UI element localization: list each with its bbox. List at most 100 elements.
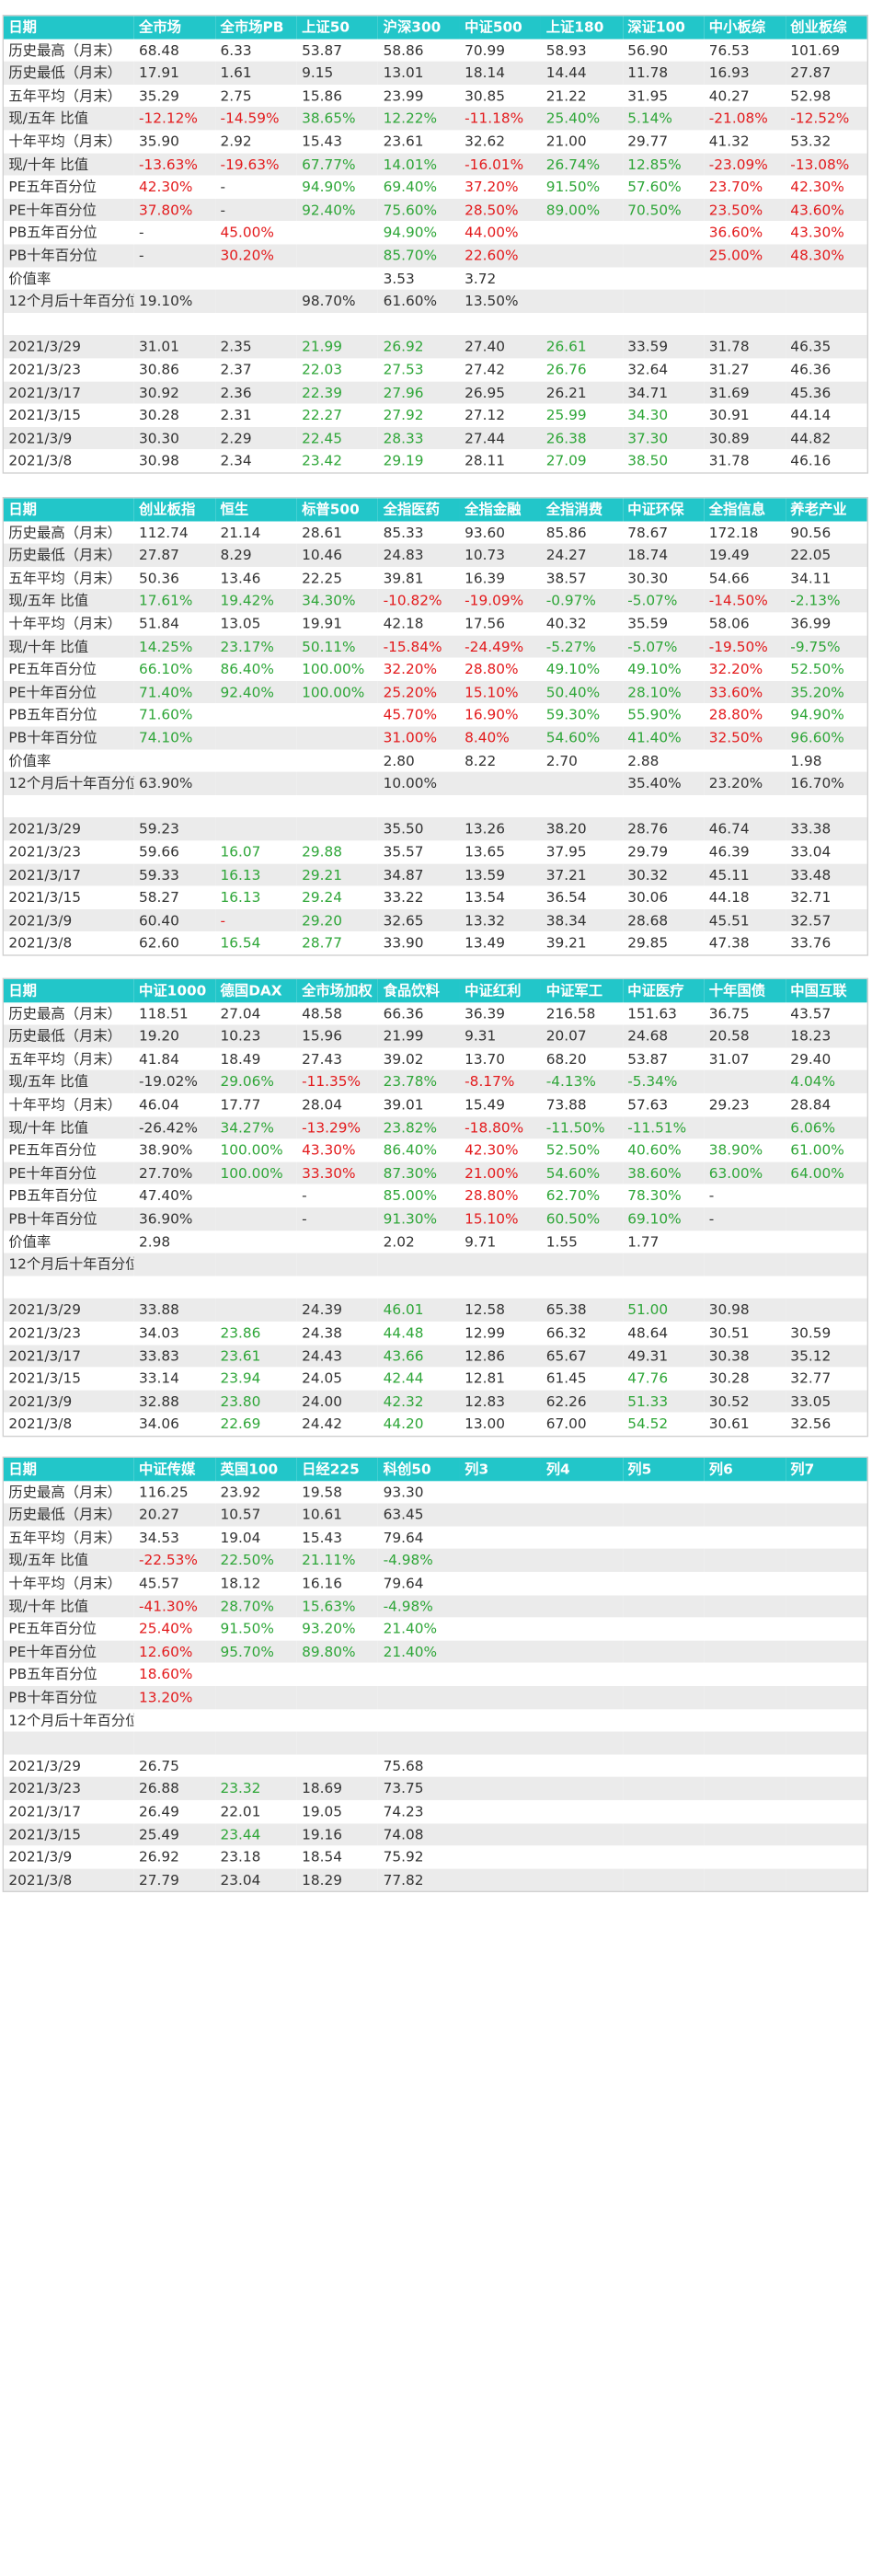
value-cell[interactable]: 94.90% [302,178,356,196]
row-label[interactable]: PB十年百分位 [3,726,134,750]
index-column-header[interactable]: 中证红利 [459,978,542,1002]
value-cell[interactable] [541,1594,623,1618]
value-cell[interactable]: 74.10% [133,726,216,750]
value-cell[interactable]: 9.31 [459,1024,542,1048]
value-cell[interactable]: 29.79 [627,842,669,861]
row-label[interactable]: PE五年百分位 [8,1141,97,1159]
value-cell[interactable]: 112.74 [138,523,189,541]
index-column-header[interactable]: 全指医药 [378,498,460,522]
value-cell[interactable]: 57.63 [627,1095,669,1114]
value-cell[interactable] [459,1253,542,1276]
value-cell[interactable]: 22.45 [296,426,379,450]
value-cell[interactable]: 33.88 [133,1299,216,1322]
value-cell[interactable]: 13.50% [459,289,542,313]
value-cell[interactable]: 10.46 [296,543,379,567]
value-cell[interactable]: 12.58 [459,1299,542,1322]
row-label[interactable]: PE十年百分位 [3,198,134,222]
value-cell[interactable]: 55.90% [627,706,682,723]
value-cell[interactable]: 47.38 [708,934,750,952]
value-cell[interactable] [704,1253,786,1276]
row-label[interactable]: PB十年百分位 [3,244,134,268]
value-cell[interactable]: 30.92 [133,380,216,404]
value-cell[interactable]: 34.27% [215,1115,297,1139]
value-cell[interactable]: 44.20 [383,1415,424,1433]
value-cell[interactable]: 40.27 [708,87,750,105]
value-cell[interactable]: 91.50% [220,1620,275,1637]
value-cell[interactable]: 30.98 [138,452,179,469]
value-cell[interactable] [785,1503,867,1527]
value-cell[interactable]: 54.52 [627,1415,669,1433]
value-cell[interactable]: 31.95 [627,87,669,105]
value-cell[interactable]: 59.30% [545,706,601,723]
value-cell[interactable] [704,1572,786,1595]
row-label[interactable]: 现/五年 比值 [3,107,134,131]
value-cell[interactable]: 28.76 [622,817,705,841]
date-label[interactable]: 2021/3/29 [3,817,134,841]
row-label[interactable]: 五年平均（月末） [8,1529,121,1546]
value-cell[interactable]: 53.32 [790,132,832,150]
value-cell[interactable] [785,1594,867,1618]
value-cell[interactable]: 17.61% [133,589,216,613]
value-cell[interactable]: 27.40 [459,335,542,359]
index-column-header[interactable]: 德国DAX [215,978,297,1002]
value-cell[interactable]: 71.40% [133,680,216,704]
value-cell[interactable]: 61.45 [545,1369,587,1387]
value-cell[interactable]: 35.90 [138,132,179,150]
value-cell[interactable] [459,1685,542,1709]
value-cell[interactable]: 79.64 [383,1574,424,1592]
value-cell[interactable]: -22.53% [133,1549,216,1572]
value-cell[interactable]: -5.27% [541,635,623,658]
date-label[interactable]: 2021/3/29 [3,1299,134,1322]
value-cell[interactable]: 45.00% [220,224,275,241]
value-cell[interactable]: 43.57 [790,1004,832,1022]
value-cell[interactable] [786,1800,867,1823]
value-cell[interactable]: 23.61 [383,132,424,150]
value-cell[interactable] [215,1754,297,1777]
value-cell[interactable]: 28.84 [790,1095,832,1114]
row-label[interactable]: PE十年百分位 [3,1161,134,1185]
value-cell[interactable]: 19.10% [133,289,216,313]
value-cell[interactable] [215,1207,297,1230]
value-cell[interactable]: 9.15 [296,61,379,85]
value-cell[interactable]: 75.68 [383,1756,424,1774]
value-cell[interactable]: 2.34 [220,452,252,469]
row-label[interactable]: 现/十年 比值 [3,635,134,658]
value-cell[interactable]: 18.54 [302,1848,342,1866]
row-label[interactable]: 历史最低（月末） [3,1024,134,1048]
value-cell[interactable]: 29.20 [296,908,379,932]
row-label[interactable]: 价值率 [8,751,52,769]
value-cell[interactable]: 91.30% [378,1207,460,1230]
value-cell[interactable]: 22.03 [302,360,342,378]
value-cell[interactable]: -4.98% [378,1594,460,1618]
value-cell[interactable]: 33.60% [704,680,786,704]
value-cell[interactable]: - [220,178,226,196]
value-cell[interactable] [786,1663,867,1686]
value-cell[interactable]: 74.23 [383,1802,424,1820]
date-label[interactable]: 2021/3/17 [3,862,134,886]
value-cell[interactable]: 39.02 [383,1050,424,1068]
value-cell[interactable]: 85.00% [383,1186,438,1205]
value-cell[interactable]: 100.00% [302,660,365,678]
value-cell[interactable]: -12.52% [785,107,867,131]
value-cell[interactable]: 32.50% [704,726,786,750]
value-cell[interactable] [623,1526,705,1549]
row-label[interactable]: PB五年百分位 [8,1186,98,1205]
value-cell[interactable]: 42.32 [378,1390,460,1414]
value-cell[interactable]: 31.78 [704,335,786,359]
value-cell[interactable]: -21.08% [704,107,786,131]
value-cell[interactable]: 13.65 [465,842,506,861]
value-cell[interactable] [541,1709,623,1732]
value-cell[interactable] [460,1663,542,1686]
row-label[interactable]: 12个月后十年百分位 [3,1253,134,1276]
date-label[interactable]: 2021/3/9 [3,426,134,450]
value-cell[interactable]: 23.44 [215,1822,297,1846]
value-cell[interactable]: 58.06 [708,614,750,632]
value-cell[interactable]: 65.38 [541,1299,623,1322]
value-cell[interactable]: -24.49% [459,635,542,658]
value-cell[interactable]: 65.67 [541,1344,623,1368]
value-cell[interactable]: 30.89 [704,426,786,450]
value-cell[interactable]: 21.40% [378,1640,460,1664]
index-column-header[interactable]: 深证100 [622,16,705,40]
value-cell[interactable]: 18.60% [138,1665,193,1683]
row-label[interactable]: 历史最低（月末） [3,1503,134,1527]
